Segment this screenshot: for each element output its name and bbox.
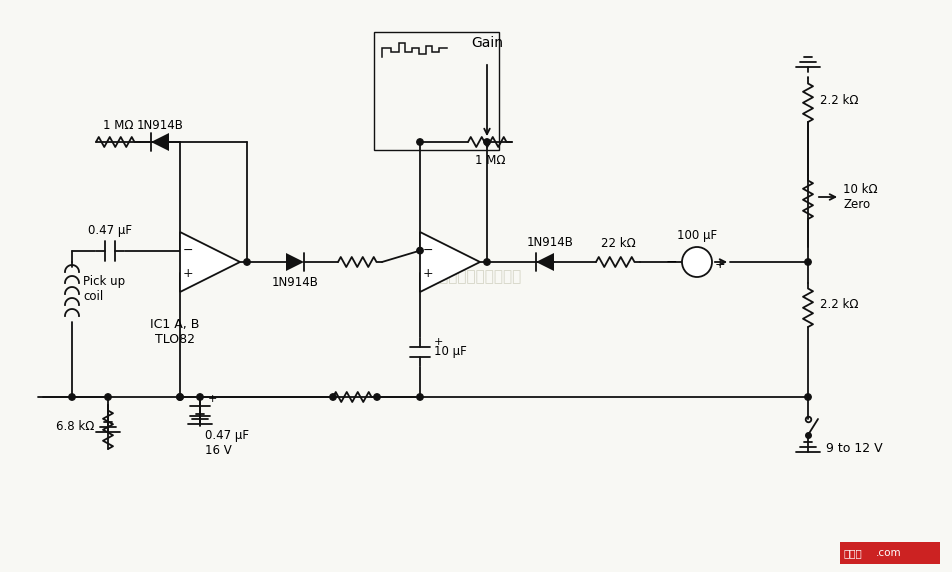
Polygon shape [536,253,554,271]
Polygon shape [151,133,169,151]
Text: IC1 A, B
TLO82: IC1 A, B TLO82 [150,318,200,346]
Text: +: + [434,337,444,347]
Circle shape [804,394,811,400]
Text: 杭州将睿科技有限公司: 杭州将睿科技有限公司 [430,269,522,284]
Polygon shape [420,232,480,292]
Circle shape [244,259,250,265]
Circle shape [484,259,490,265]
Text: 6.8 kΩ: 6.8 kΩ [55,420,94,434]
Circle shape [374,394,380,400]
Text: 1 MΩ: 1 MΩ [103,119,133,132]
Text: 1N914B: 1N914B [526,236,573,249]
Text: 1N914B: 1N914B [271,276,318,289]
Polygon shape [180,232,240,292]
Circle shape [69,394,75,400]
Circle shape [197,394,203,400]
Text: −: − [183,244,193,257]
Text: 1 MΩ: 1 MΩ [475,154,506,167]
Bar [374,32,499,150]
Text: 0.47 μF
16 V: 0.47 μF 16 V [205,428,249,456]
Text: −: − [423,244,433,257]
Circle shape [417,139,424,145]
Circle shape [105,394,111,400]
Text: 接线图: 接线图 [844,548,863,558]
Text: 2.2 kΩ: 2.2 kΩ [820,93,859,106]
Text: +: + [183,267,193,280]
Text: −: − [665,255,677,269]
Text: Pick up
coil: Pick up coil [83,275,125,303]
Text: +: + [715,257,725,271]
Text: .com: .com [876,548,902,558]
Circle shape [417,394,424,400]
Circle shape [804,259,811,265]
Text: 9 to 12 V: 9 to 12 V [826,443,883,455]
Text: 10 μF: 10 μF [434,345,466,359]
Text: 10 kΩ
Zero: 10 kΩ Zero [843,183,878,211]
Text: 1N914B: 1N914B [136,119,184,132]
Circle shape [177,394,183,400]
Circle shape [417,248,424,254]
Text: +: + [423,267,433,280]
Bar [840,542,940,564]
Circle shape [682,247,712,277]
Circle shape [484,139,490,145]
Circle shape [329,394,336,400]
Text: 22 kΩ: 22 kΩ [601,237,635,250]
Text: 100 μF: 100 μF [677,229,717,242]
Text: +: + [208,394,217,403]
Polygon shape [286,253,304,271]
Text: Gain: Gain [471,36,503,50]
Text: 2.2 kΩ: 2.2 kΩ [820,299,859,312]
Circle shape [177,394,183,400]
Text: 0.47 μF: 0.47 μF [88,224,132,237]
